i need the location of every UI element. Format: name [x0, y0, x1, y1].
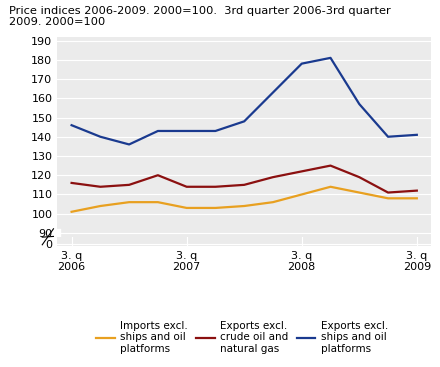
Legend: Imports excl.
ships and oil
platforms, Exports excl.
crude oil and
natural gas, : Imports excl. ships and oil platforms, E…	[92, 317, 392, 358]
Exports excl.
crude oil and
natural gas	[270, 175, 275, 179]
Exports excl.
crude oil and
natural gas	[385, 190, 391, 195]
Exports excl.
ships and oil
platforms	[184, 129, 189, 133]
Line: Imports excl.
ships and oil
platforms: Imports excl. ships and oil platforms	[72, 187, 417, 212]
Exports excl.
crude oil and
natural gas	[213, 185, 218, 189]
Exports excl.
ships and oil
platforms	[357, 102, 362, 106]
Exports excl.
ships and oil
platforms	[69, 123, 74, 127]
Exports excl.
crude oil and
natural gas	[155, 173, 161, 177]
Exports excl.
crude oil and
natural gas	[414, 188, 419, 193]
Exports excl.
crude oil and
natural gas	[357, 175, 362, 179]
Imports excl.
ships and oil
platforms	[270, 200, 275, 204]
Imports excl.
ships and oil
platforms	[155, 200, 161, 204]
Imports excl.
ships and oil
platforms	[213, 206, 218, 210]
Exports excl.
crude oil and
natural gas	[126, 183, 132, 187]
Imports excl.
ships and oil
platforms	[126, 200, 132, 204]
Exports excl.
ships and oil
platforms	[213, 129, 218, 133]
Imports excl.
ships and oil
platforms	[69, 210, 74, 214]
Exports excl.
crude oil and
natural gas	[69, 181, 74, 185]
Imports excl.
ships and oil
platforms	[184, 206, 189, 210]
Exports excl.
ships and oil
platforms	[242, 119, 247, 124]
Line: Exports excl.
crude oil and
natural gas: Exports excl. crude oil and natural gas	[72, 166, 417, 193]
Exports excl.
ships and oil
platforms	[385, 135, 391, 139]
Exports excl.
ships and oil
platforms	[270, 90, 275, 95]
Imports excl.
ships and oil
platforms	[385, 196, 391, 200]
Exports excl.
ships and oil
platforms	[155, 129, 161, 133]
Imports excl.
ships and oil
platforms	[414, 196, 419, 200]
Exports excl.
ships and oil
platforms	[328, 56, 333, 60]
Exports excl.
ships and oil
platforms	[98, 135, 103, 139]
Imports excl.
ships and oil
platforms	[98, 204, 103, 208]
Exports excl.
ships and oil
platforms	[414, 132, 419, 137]
Exports excl.
ships and oil
platforms	[126, 142, 132, 147]
Exports excl.
crude oil and
natural gas	[242, 183, 247, 187]
Exports excl.
crude oil and
natural gas	[98, 185, 103, 189]
Text: Price indices 2006-2009. 2000=100.  3rd quarter 2006-3rd quarter: Price indices 2006-2009. 2000=100. 3rd q…	[9, 6, 391, 15]
Exports excl.
crude oil and
natural gas	[184, 185, 189, 189]
Text: 2009. 2000=100: 2009. 2000=100	[9, 17, 105, 26]
Exports excl.
crude oil and
natural gas	[299, 169, 304, 174]
Exports excl.
ships and oil
platforms	[299, 61, 304, 66]
Exports excl.
crude oil and
natural gas	[328, 163, 333, 168]
Imports excl.
ships and oil
platforms	[299, 192, 304, 197]
Imports excl.
ships and oil
platforms	[328, 185, 333, 189]
Imports excl.
ships and oil
platforms	[357, 190, 362, 195]
Line: Exports excl.
ships and oil
platforms: Exports excl. ships and oil platforms	[72, 58, 417, 145]
Imports excl.
ships and oil
platforms	[242, 204, 247, 208]
